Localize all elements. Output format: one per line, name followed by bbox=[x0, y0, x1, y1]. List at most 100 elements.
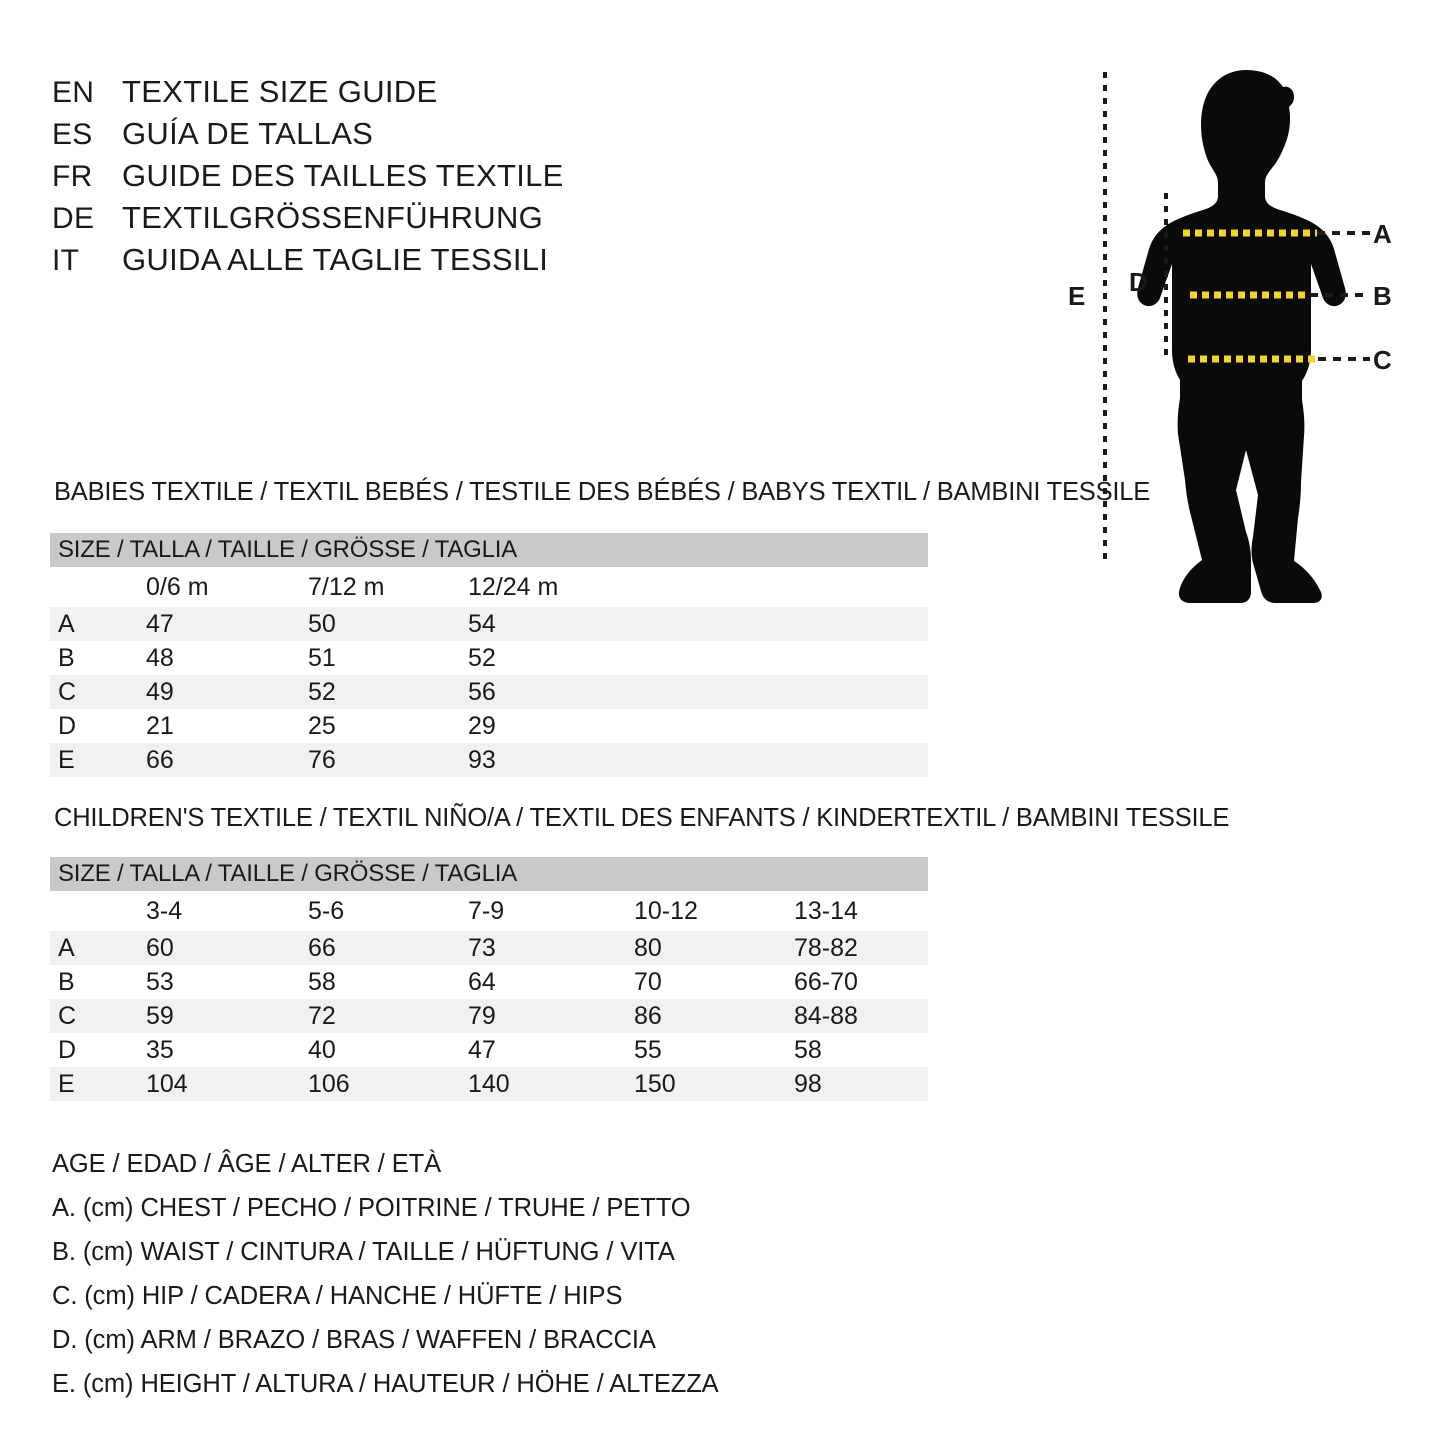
cell-value: 140 bbox=[462, 1067, 628, 1101]
language-code-en: EN bbox=[52, 76, 95, 109]
child-measurement-diagram bbox=[1050, 50, 1445, 610]
cell-value: 98 bbox=[788, 1067, 928, 1101]
table-row: B 53 58 64 70 66-70 bbox=[50, 965, 928, 999]
cell-value: 60 bbox=[140, 931, 302, 965]
table-row: E 66 76 93 bbox=[50, 743, 928, 777]
language-row: FR GUIDE DES TAILLES TEXTILE bbox=[52, 158, 672, 200]
table-row: D 35 40 47 55 58 bbox=[50, 1033, 928, 1067]
row-label: B bbox=[50, 965, 140, 999]
row-label: E bbox=[50, 743, 140, 777]
table-row: C 59 72 79 86 84-88 bbox=[50, 999, 928, 1033]
cell-value: 64 bbox=[462, 965, 628, 999]
cell-value: 47 bbox=[140, 607, 302, 641]
cell-value: 58 bbox=[788, 1033, 928, 1067]
cell-value: 29 bbox=[462, 709, 928, 743]
language-code-fr: FR bbox=[52, 160, 93, 193]
children-size-table: SIZE / TALLA / TAILLE / GRÖSSE / TAGLIA … bbox=[50, 857, 928, 1101]
cell-value: 79 bbox=[462, 999, 628, 1033]
language-title-de: TEXTILGRÖSSENFÜHRUNG bbox=[122, 200, 544, 235]
table-row: D 21 25 29 bbox=[50, 709, 928, 743]
language-row: ES GUÍA DE TALLAS bbox=[52, 116, 672, 158]
children-section-heading: CHILDREN'S TEXTILE / TEXTIL NIÑO/A / TEX… bbox=[54, 804, 1230, 832]
cell-value: 56 bbox=[462, 675, 928, 709]
language-row: IT GUIDA ALLE TAGLIE TESSILI bbox=[52, 242, 672, 284]
language-code-es: ES bbox=[52, 118, 93, 151]
babies-column-header-0: 0/6 m bbox=[140, 567, 302, 607]
language-header-block: EN TEXTILE SIZE GUIDE ES GUÍA DE TALLAS … bbox=[52, 74, 672, 284]
dimension-label-b: B bbox=[1373, 281, 1392, 311]
cell-value: 84-88 bbox=[788, 999, 928, 1033]
table-row: B 48 51 52 bbox=[50, 641, 928, 675]
language-title-fr: GUIDE DES TAILLES TEXTILE bbox=[122, 158, 564, 193]
cell-value: 40 bbox=[302, 1033, 462, 1067]
language-row: EN TEXTILE SIZE GUIDE bbox=[52, 74, 672, 116]
babies-column-header-1: 7/12 m bbox=[302, 567, 462, 607]
cell-value: 66 bbox=[140, 743, 302, 777]
cell-value: 54 bbox=[462, 607, 928, 641]
cell-value: 66-70 bbox=[788, 965, 928, 999]
cell-value: 48 bbox=[140, 641, 302, 675]
legend-line-e-height: E. (cm) HEIGHT / ALTURA / HAUTEUR / HÖHE… bbox=[52, 1370, 719, 1398]
language-title-it: GUIDA ALLE TAGLIE TESSILI bbox=[122, 242, 549, 277]
children-column-header-4: 13-14 bbox=[788, 891, 928, 931]
cell-value: 52 bbox=[462, 641, 928, 675]
cell-value: 93 bbox=[462, 743, 928, 777]
table-row: A 60 66 73 80 78-82 bbox=[50, 931, 928, 965]
language-title-en: TEXTILE SIZE GUIDE bbox=[122, 74, 438, 109]
table-row: C 49 52 56 bbox=[50, 675, 928, 709]
cell-value: 78-82 bbox=[788, 931, 928, 965]
cell-value: 53 bbox=[140, 965, 302, 999]
cell-value: 150 bbox=[628, 1067, 788, 1101]
babies-table-title: SIZE / TALLA / TAILLE / GRÖSSE / TAGLIA bbox=[50, 533, 928, 567]
language-code-de: DE bbox=[52, 202, 95, 235]
cell-value: 59 bbox=[140, 999, 302, 1033]
cell-value: 55 bbox=[628, 1033, 788, 1067]
cell-value: 73 bbox=[462, 931, 628, 965]
cell-value: 66 bbox=[302, 931, 462, 965]
children-column-header-0: 3-4 bbox=[140, 891, 302, 931]
language-row: DE TEXTILGRÖSSENFÜHRUNG bbox=[52, 200, 672, 242]
column-header-blank bbox=[50, 567, 140, 607]
row-label: C bbox=[50, 999, 140, 1033]
cell-value: 21 bbox=[140, 709, 302, 743]
table-column-header-row: 0/6 m 7/12 m 12/24 m bbox=[50, 567, 928, 607]
cell-value: 58 bbox=[302, 965, 462, 999]
cell-value: 70 bbox=[628, 965, 788, 999]
cell-value: 80 bbox=[628, 931, 788, 965]
cell-value: 86 bbox=[628, 999, 788, 1033]
legend-line-age: AGE / EDAD / ÂGE / ALTER / ETÀ bbox=[52, 1150, 442, 1178]
legend-line-a-chest: A. (cm) CHEST / PECHO / POITRINE / TRUHE… bbox=[52, 1194, 691, 1222]
dimension-label-a: A bbox=[1373, 219, 1392, 249]
cell-value: 106 bbox=[302, 1067, 462, 1101]
table-column-header-row: 3-4 5-6 7-9 10-12 13-14 bbox=[50, 891, 928, 931]
children-column-header-1: 5-6 bbox=[302, 891, 462, 931]
babies-section-heading: BABIES TEXTILE / TEXTIL BEBÉS / TESTILE … bbox=[54, 478, 1151, 506]
language-code-it: IT bbox=[52, 244, 80, 277]
babies-size-table: SIZE / TALLA / TAILLE / GRÖSSE / TAGLIA … bbox=[50, 533, 928, 777]
children-column-header-2: 7-9 bbox=[462, 891, 628, 931]
table-title-row: SIZE / TALLA / TAILLE / GRÖSSE / TAGLIA bbox=[50, 533, 928, 567]
cell-value: 76 bbox=[302, 743, 462, 777]
cell-value: 72 bbox=[302, 999, 462, 1033]
language-title-es: GUÍA DE TALLAS bbox=[122, 116, 374, 151]
row-label: C bbox=[50, 675, 140, 709]
children-column-header-3: 10-12 bbox=[628, 891, 788, 931]
cell-value: 52 bbox=[302, 675, 462, 709]
legend-line-b-waist: B. (cm) WAIST / CINTURA / TAILLE / HÜFTU… bbox=[52, 1238, 675, 1266]
measurement-legend: AGE / EDAD / ÂGE / ALTER / ETÀ A. (cm) C… bbox=[52, 1142, 812, 1406]
children-table-title: SIZE / TALLA / TAILLE / GRÖSSE / TAGLIA bbox=[50, 857, 928, 891]
cell-value: 51 bbox=[302, 641, 462, 675]
cell-value: 35 bbox=[140, 1033, 302, 1067]
cell-value: 50 bbox=[302, 607, 462, 641]
cell-value: 25 bbox=[302, 709, 462, 743]
table-title-row: SIZE / TALLA / TAILLE / GRÖSSE / TAGLIA bbox=[50, 857, 928, 891]
child-silhouette-icon bbox=[1137, 70, 1346, 603]
row-label: A bbox=[50, 931, 140, 965]
table-row: A 47 50 54 bbox=[50, 607, 928, 641]
row-label: E bbox=[50, 1067, 140, 1101]
cell-value: 49 bbox=[140, 675, 302, 709]
table-row: E 104 106 140 150 98 bbox=[50, 1067, 928, 1101]
cell-value: 47 bbox=[462, 1033, 628, 1067]
dimension-label-c: C bbox=[1373, 345, 1392, 375]
